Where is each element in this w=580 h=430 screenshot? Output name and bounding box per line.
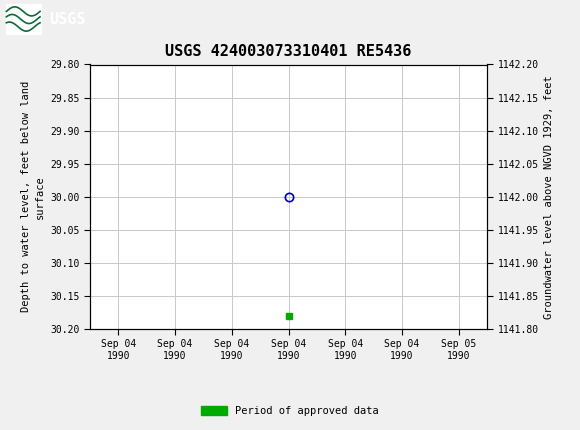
FancyBboxPatch shape [6,4,41,34]
Text: USGS: USGS [49,12,86,27]
Y-axis label: Depth to water level, feet below land
surface: Depth to water level, feet below land su… [21,81,45,312]
Legend: Period of approved data: Period of approved data [197,402,383,421]
Title: USGS 424003073310401 RE5436: USGS 424003073310401 RE5436 [165,44,412,59]
Y-axis label: Groundwater level above NGVD 1929, feet: Groundwater level above NGVD 1929, feet [544,75,554,319]
